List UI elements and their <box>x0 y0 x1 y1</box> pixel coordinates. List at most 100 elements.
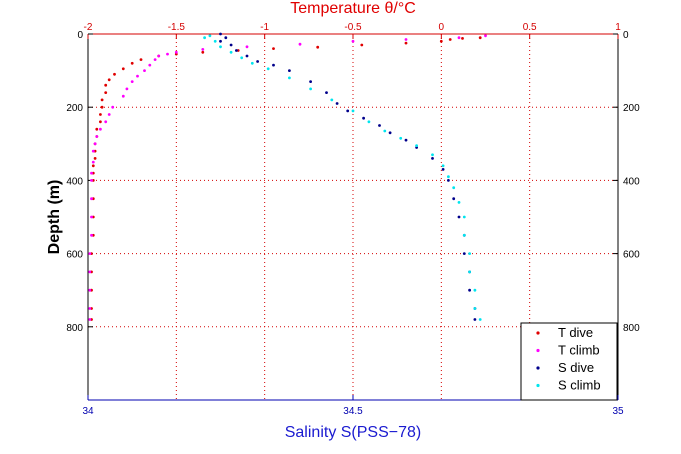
data-point <box>473 307 477 310</box>
data-point <box>174 50 178 54</box>
data-point <box>462 233 466 237</box>
data-point <box>441 164 445 168</box>
data-point <box>219 32 222 36</box>
data-point <box>104 83 108 87</box>
data-point <box>111 105 115 109</box>
data-point <box>288 69 291 72</box>
right-tick-label: 800 <box>623 323 640 334</box>
right-tick-label: 0 <box>623 30 629 41</box>
data-point <box>383 129 387 133</box>
data-point <box>468 288 471 292</box>
x-axis-label: Salinity S(PSS−78) <box>285 424 422 441</box>
data-point <box>95 127 99 131</box>
data-point <box>104 120 108 124</box>
data-point <box>235 49 238 52</box>
legend-marker <box>536 331 540 335</box>
data-point <box>367 120 371 124</box>
data-point <box>240 56 244 60</box>
data-point <box>125 87 129 91</box>
right-tick-label: 200 <box>623 103 640 114</box>
left-tick-label: 600 <box>66 250 83 261</box>
legend-marker <box>536 383 540 388</box>
data-point <box>452 197 456 201</box>
data-point <box>229 50 233 54</box>
data-point <box>88 288 92 292</box>
data-point <box>219 39 222 43</box>
data-point <box>90 197 93 201</box>
data-point <box>478 36 482 40</box>
right-tick-label: 400 <box>623 176 640 187</box>
data-point <box>166 52 169 56</box>
data-point <box>452 186 456 190</box>
data-point <box>219 45 222 49</box>
series-s-climb <box>203 34 482 321</box>
data-point <box>201 48 205 51</box>
data-point <box>245 54 249 58</box>
data-point <box>250 61 254 65</box>
data-point <box>360 43 364 47</box>
data-point <box>378 124 381 127</box>
data-point <box>229 43 233 47</box>
data-point <box>316 45 320 49</box>
data-point <box>457 215 461 219</box>
data-point <box>441 168 445 171</box>
data-point <box>256 60 259 63</box>
data-point <box>462 215 466 219</box>
data-point <box>272 63 275 67</box>
data-point <box>468 252 471 256</box>
top-tick-label: -1.5 <box>168 22 186 33</box>
data-point <box>93 157 97 160</box>
data-point <box>431 157 434 160</box>
data-point <box>88 307 92 310</box>
data-point <box>90 215 93 219</box>
data-point <box>484 34 487 38</box>
left-tick-label: 800 <box>66 323 83 334</box>
data-point <box>457 201 461 204</box>
data-point <box>346 109 350 113</box>
data-point <box>309 80 312 83</box>
data-point <box>88 270 92 274</box>
data-point <box>351 39 355 43</box>
data-point <box>121 94 125 98</box>
data-point <box>461 37 464 40</box>
data-point <box>136 74 139 78</box>
left-tick-label: 0 <box>77 30 83 41</box>
data-point <box>107 113 111 116</box>
chart-title: Temperature θ/°C <box>290 0 416 17</box>
series-t-climb <box>88 34 487 321</box>
top-tick-label: -1 <box>260 22 269 33</box>
data-point <box>266 67 270 71</box>
data-point <box>288 76 291 80</box>
data-point <box>100 105 104 109</box>
data-point <box>309 87 312 91</box>
legend-marker <box>536 366 540 370</box>
data-point <box>99 127 102 131</box>
legend-label: S dive <box>558 360 594 375</box>
left-tick-label: 200 <box>66 103 83 114</box>
data-point <box>90 233 93 237</box>
data-point <box>330 98 334 102</box>
data-point <box>90 179 93 182</box>
data-point <box>107 78 111 82</box>
data-point <box>93 142 97 146</box>
bottom-tick-label: 34.5 <box>343 406 363 417</box>
top-tick-label: 0.5 <box>523 22 537 33</box>
data-point <box>91 164 95 168</box>
data-point <box>88 318 92 321</box>
left-tick-label: 400 <box>66 176 83 187</box>
data-point <box>439 39 443 43</box>
data-point <box>113 72 116 76</box>
legend-label: S climb <box>558 378 601 393</box>
bottom-tick-label: 35 <box>612 406 624 417</box>
data-series <box>88 32 487 321</box>
data-point <box>213 39 217 43</box>
bottom-tick-label: 34 <box>82 406 94 417</box>
data-point <box>99 120 102 124</box>
data-point <box>99 113 102 116</box>
y-axis-label: Depth (m) <box>46 180 63 255</box>
data-point <box>90 171 93 175</box>
data-point <box>121 67 125 71</box>
data-point <box>88 252 92 256</box>
data-point <box>399 136 403 140</box>
